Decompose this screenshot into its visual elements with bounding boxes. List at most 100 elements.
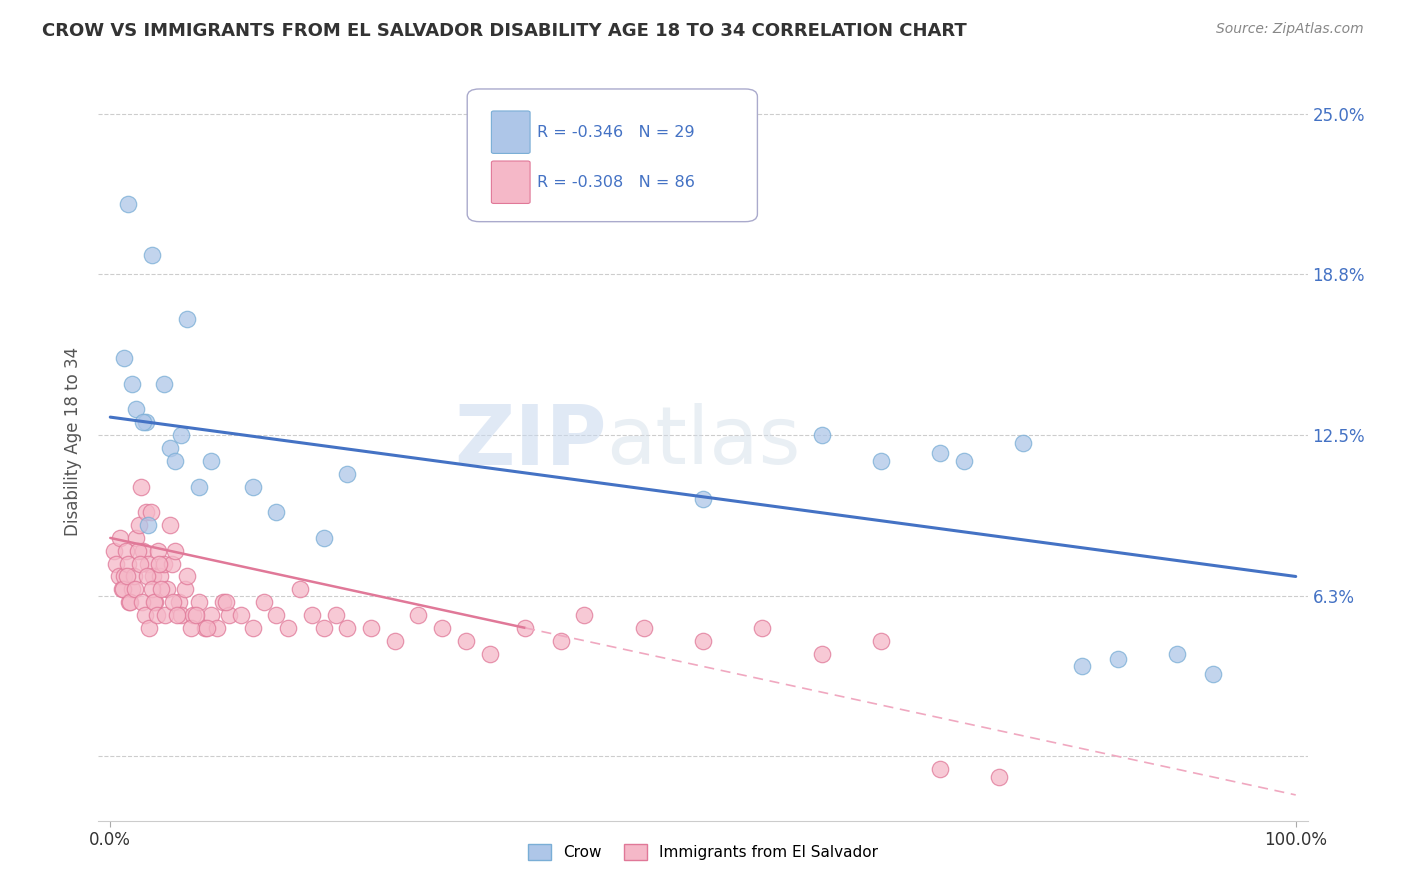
- Point: [215, 595, 238, 609]
- Point: [200, 607, 222, 622]
- Point: [166, 607, 188, 622]
- Y-axis label: Disability Age 18 to 34: Disability Age 18 to 34: [65, 347, 83, 536]
- Point: [118, 595, 141, 609]
- Point: [103, 543, 125, 558]
- Point: [454, 633, 477, 648]
- Point: [125, 402, 148, 417]
- Point: [153, 607, 176, 622]
- Point: [122, 569, 145, 583]
- Point: [129, 557, 152, 571]
- Legend: Crow, Immigrants from El Salvador: Crow, Immigrants from El Salvador: [522, 838, 884, 866]
- Point: [117, 557, 139, 571]
- Point: [170, 428, 193, 442]
- Point: [229, 607, 252, 622]
- Point: [141, 248, 163, 262]
- FancyBboxPatch shape: [492, 111, 530, 153]
- Point: [408, 607, 430, 622]
- Point: [152, 376, 174, 391]
- Point: [288, 582, 311, 597]
- Point: [574, 607, 596, 622]
- Text: CROW VS IMMIGRANTS FROM EL SALVADOR DISABILITY AGE 18 TO 34 CORRELATION CHART: CROW VS IMMIGRANTS FROM EL SALVADOR DISA…: [42, 22, 967, 40]
- Point: [1166, 647, 1188, 661]
- Text: Source: ZipAtlas.com: Source: ZipAtlas.com: [1216, 22, 1364, 37]
- Point: [105, 557, 128, 571]
- Point: [515, 621, 537, 635]
- Point: [312, 621, 335, 635]
- Point: [136, 557, 159, 571]
- Point: [135, 505, 157, 519]
- Point: [277, 621, 299, 635]
- Point: [242, 479, 264, 493]
- Point: [1071, 659, 1094, 673]
- Point: [810, 428, 832, 442]
- Point: [264, 505, 287, 519]
- Point: [929, 446, 952, 460]
- Point: [108, 531, 131, 545]
- Point: [751, 621, 773, 635]
- Point: [139, 505, 162, 519]
- Point: [253, 595, 276, 609]
- Point: [301, 607, 323, 622]
- Point: [143, 595, 166, 609]
- Point: [150, 582, 173, 597]
- Text: R = -0.346   N = 29: R = -0.346 N = 29: [537, 125, 695, 140]
- Point: [125, 531, 148, 545]
- Point: [143, 595, 166, 609]
- Point: [218, 607, 240, 622]
- Point: [152, 557, 174, 571]
- Point: [810, 647, 832, 661]
- Point: [135, 415, 157, 429]
- Point: [159, 441, 181, 455]
- Point: [134, 607, 156, 622]
- Point: [1107, 651, 1129, 665]
- Point: [167, 595, 190, 609]
- Point: [197, 621, 219, 635]
- Point: [127, 543, 149, 558]
- Point: [148, 557, 170, 571]
- Point: [174, 582, 197, 597]
- Text: ZIP: ZIP: [454, 401, 606, 482]
- Point: [242, 621, 264, 635]
- Point: [929, 762, 952, 776]
- Point: [142, 569, 165, 583]
- Point: [692, 492, 714, 507]
- Point: [360, 621, 382, 635]
- Point: [336, 621, 359, 635]
- Point: [633, 621, 655, 635]
- Point: [181, 607, 204, 622]
- Point: [145, 607, 167, 622]
- Point: [114, 569, 136, 583]
- Point: [117, 196, 139, 211]
- Point: [188, 595, 211, 609]
- Point: [112, 582, 135, 597]
- Point: [114, 543, 136, 558]
- Point: [136, 569, 159, 583]
- Point: [336, 467, 359, 481]
- Point: [136, 518, 159, 533]
- Point: [132, 543, 155, 558]
- Point: [200, 454, 222, 468]
- Point: [184, 607, 207, 622]
- Point: [952, 454, 974, 468]
- Point: [141, 582, 163, 597]
- Point: [111, 582, 134, 597]
- Point: [692, 633, 714, 648]
- Point: [129, 479, 152, 493]
- Point: [205, 621, 228, 635]
- Text: R = -0.308   N = 86: R = -0.308 N = 86: [537, 175, 695, 190]
- Point: [312, 531, 335, 545]
- Point: [176, 569, 198, 583]
- FancyBboxPatch shape: [467, 89, 758, 221]
- Point: [550, 633, 572, 648]
- Point: [432, 621, 454, 635]
- Point: [869, 454, 891, 468]
- Point: [132, 415, 155, 429]
- Point: [107, 569, 129, 583]
- Point: [988, 770, 1011, 784]
- Point: [114, 351, 136, 365]
- Point: [212, 595, 235, 609]
- Point: [156, 582, 179, 597]
- Point: [165, 454, 187, 468]
- Point: [869, 633, 891, 648]
- Point: [162, 595, 184, 609]
